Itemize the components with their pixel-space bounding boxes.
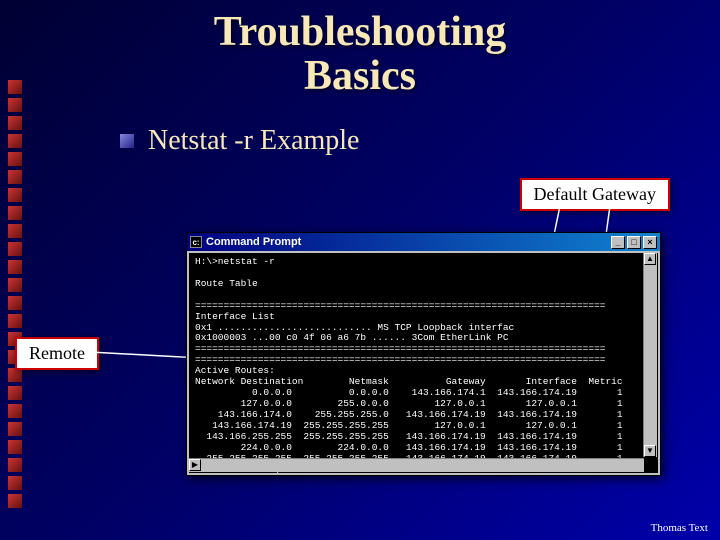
minimize-button[interactable]: _	[611, 236, 625, 249]
decorative-side-squares	[8, 80, 26, 508]
vertical-scrollbar[interactable]: ▲ ▼	[643, 253, 657, 457]
scroll-down-icon[interactable]: ▼	[644, 445, 656, 457]
window-titlebar[interactable]: c: Command Prompt _ □ ×	[187, 233, 660, 251]
subtitle-text: Netstat -r Example	[148, 125, 359, 157]
horizontal-scrollbar[interactable]: ◀ ▶	[189, 458, 644, 472]
callout-remote: Remote	[15, 337, 99, 370]
subtitle-row: Netstat -r Example	[120, 125, 359, 157]
title-line-2: Basics	[304, 53, 416, 99]
scroll-right-icon[interactable]: ▶	[189, 459, 201, 471]
slide-title: Troubleshooting Basics	[0, 0, 720, 98]
scroll-up-icon[interactable]: ▲	[644, 253, 656, 265]
window-title: Command Prompt	[206, 236, 301, 248]
command-prompt-window: c: Command Prompt _ □ × H:\>netstat -r R…	[186, 232, 661, 476]
close-button[interactable]: ×	[643, 236, 657, 249]
cmd-icon: c:	[190, 236, 202, 248]
maximize-button[interactable]: □	[627, 236, 641, 249]
slide-footer: Thomas Text	[651, 522, 708, 534]
callout-default-gateway: Default Gateway	[520, 178, 670, 211]
terminal-output: H:\>netstat -r Route Table =============…	[189, 253, 658, 473]
title-line-1: Troubleshooting	[214, 9, 507, 55]
bullet-icon	[120, 134, 134, 148]
